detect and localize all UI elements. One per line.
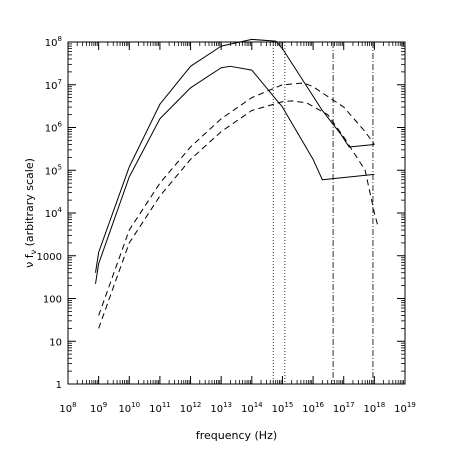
x-tick-label: 1016 — [302, 401, 324, 415]
series-line-2 — [95, 65, 375, 284]
y-tick-label: 1 — [56, 380, 62, 391]
x-tick-label: 1018 — [364, 401, 386, 415]
y-tick-label: 104 — [45, 206, 63, 220]
plot-frame — [67, 41, 406, 385]
x-tick-label: 1011 — [149, 401, 171, 415]
x-tick-label-exponent: 9 — [103, 401, 107, 409]
y-axis-title-rest: (arbitrary scale) — [23, 158, 36, 250]
x-tick-label-base: 10 — [118, 404, 131, 415]
x-tick-label-exponent: 15 — [284, 401, 293, 409]
x-tick-label-base: 10 — [241, 404, 254, 415]
y-tick-label: 108 — [45, 35, 62, 49]
x-tick-label-base: 10 — [364, 404, 377, 415]
ticks-layer — [67, 41, 406, 385]
x-tick-label-exponent: 10 — [131, 401, 140, 409]
x-tick-label: 1019 — [394, 401, 416, 415]
y-tick-label-base: 10 — [45, 166, 58, 177]
y-tick-label: 100 — [43, 295, 62, 306]
x-tick-label: 1012 — [180, 401, 202, 415]
x-tick-label: 1013 — [210, 401, 232, 415]
x-tick-label-exponent: 17 — [346, 401, 355, 409]
y-tick-label-exponent: 7 — [58, 78, 62, 86]
x-tick-label-base: 10 — [333, 404, 346, 415]
y-tick-label-base: 10 — [45, 38, 58, 49]
y-tick-label: 107 — [45, 78, 62, 92]
y-tick-label: 1000 — [37, 252, 62, 263]
y-tick-label-base: 10 — [49, 337, 62, 348]
x-axis-title: frequency (Hz) — [196, 429, 277, 442]
x-tick-label-base: 10 — [180, 404, 193, 415]
y-tick-label-base: 1000 — [37, 252, 62, 263]
y-tick-label-base: 10 — [45, 209, 58, 220]
x-tick-label-exponent: 13 — [223, 401, 232, 409]
x-tick-label-base: 10 — [272, 404, 285, 415]
x-tick-label-base: 10 — [394, 404, 407, 415]
y-tick-label: 105 — [45, 163, 62, 177]
x-tick-label: 1015 — [272, 401, 294, 415]
x-tick-label-base: 10 — [90, 404, 103, 415]
x-tick-label-exponent: 18 — [376, 401, 385, 409]
x-tick-label-base: 10 — [210, 404, 223, 415]
y-axis-title-main: ν f — [23, 253, 36, 268]
x-tick-label-exponent: 8 — [72, 401, 76, 409]
x-tick-label: 1014 — [241, 401, 263, 415]
y-tick-label-exponent: 6 — [58, 121, 63, 129]
series-line-4 — [98, 100, 379, 329]
series-layer — [95, 38, 379, 329]
x-tick-labels: 108 109 1010 1011 1012 1013 1014 1015 1016 1017 10… — [59, 401, 415, 415]
y-tick-label-base: 10 — [45, 81, 58, 92]
x-tick-label: 1017 — [333, 401, 355, 415]
x-tick-label: 108 — [59, 401, 76, 415]
y-tick-label-base: 100 — [43, 295, 62, 306]
y-tick-label: 10 — [49, 337, 62, 348]
y-tick-label-exponent: 4 — [58, 206, 63, 214]
x-tick-label: 109 — [90, 401, 107, 415]
y-tick-label-base: 10 — [45, 124, 58, 135]
y-tick-label-exponent: 8 — [58, 35, 62, 43]
marker-lines-layer — [272, 42, 374, 384]
x-tick-label-exponent: 12 — [192, 401, 201, 409]
x-tick-label-base: 10 — [149, 404, 162, 415]
x-tick-label-exponent: 11 — [162, 401, 171, 409]
y-tick-label-exponent: 5 — [58, 163, 62, 171]
x-tick-label: 1010 — [118, 401, 140, 415]
series-line-1 — [95, 38, 375, 273]
x-tick-label-exponent: 19 — [407, 401, 416, 409]
y-tick-label: 106 — [45, 121, 63, 135]
y-tick-label-base: 1 — [56, 380, 62, 391]
x-tick-label-base: 10 — [59, 404, 72, 415]
y-axis-title-subscript: ν — [29, 249, 38, 254]
x-tick-label-exponent: 16 — [315, 401, 324, 409]
x-tick-label-exponent: 14 — [254, 401, 263, 409]
y-axis-title: ν fν (arbitrary scale) — [23, 158, 38, 268]
x-tick-label-base: 10 — [302, 404, 315, 415]
